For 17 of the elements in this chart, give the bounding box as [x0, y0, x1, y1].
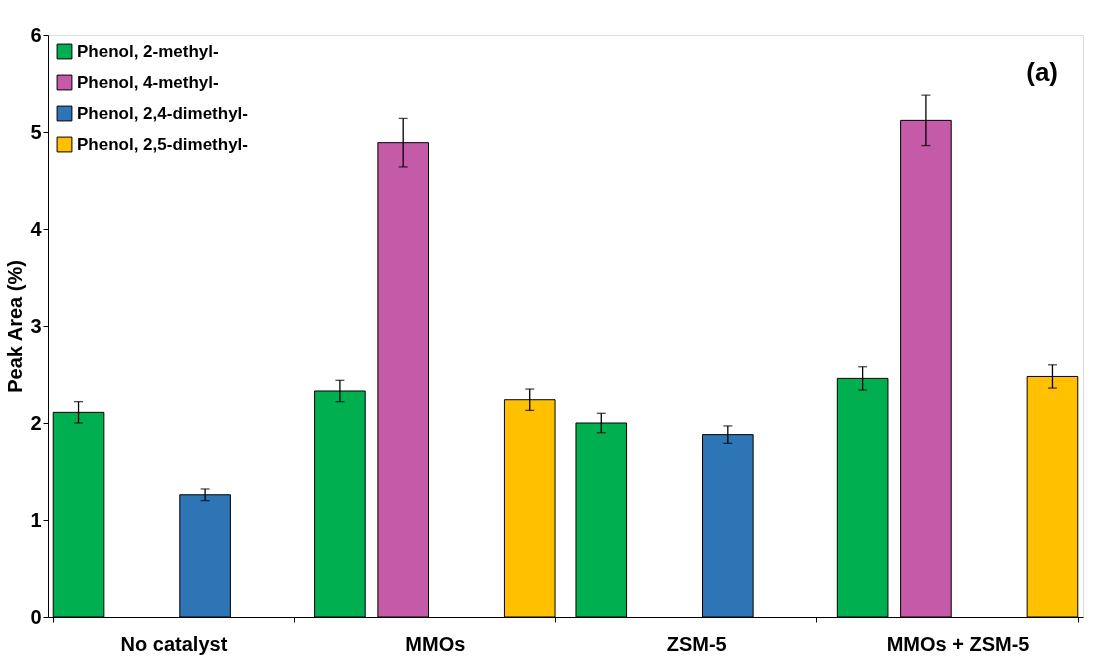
legend-label: Phenol, 2,5-dimethyl- — [77, 134, 248, 154]
y-axis-title: Peak Area (%) — [4, 260, 27, 393]
legend-label: Phenol, 2-methyl- — [77, 41, 219, 61]
y-tick-label: 0 — [30, 605, 42, 628]
y-tick-label: 4 — [30, 217, 43, 240]
y-tick-label: 6 — [30, 23, 42, 46]
y-tick-label: 3 — [30, 314, 42, 337]
legend-label: Phenol, 4-methyl- — [77, 72, 219, 92]
y-tick-label: 5 — [30, 120, 42, 143]
y-tick-label: 1 — [30, 508, 42, 531]
x-tick-label: MMOs + ZSM-5 — [886, 632, 1030, 655]
x-tick-label: MMOs — [405, 632, 466, 655]
x-tick-label: ZSM-5 — [666, 632, 727, 655]
legend-label: Phenol, 2,4-dimethyl- — [77, 103, 248, 123]
x-tick-label: No catalyst — [120, 632, 228, 655]
annotation: (a) — [1026, 57, 1058, 87]
y-tick-label: 2 — [30, 411, 42, 434]
